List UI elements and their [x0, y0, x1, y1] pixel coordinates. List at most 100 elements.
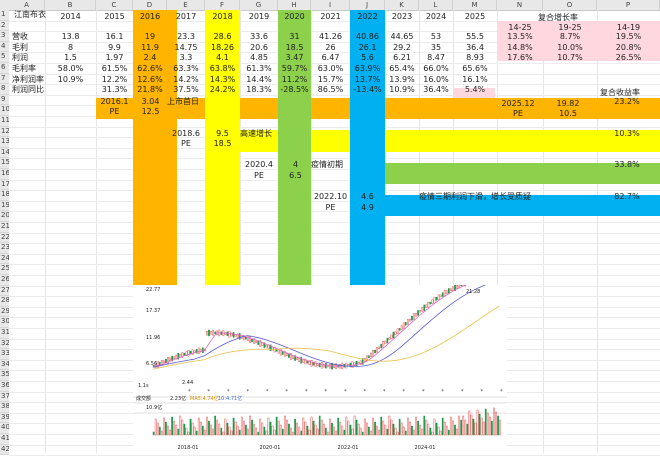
row-header-32[interactable]: 32	[0, 338, 9, 350]
row-header-24[interactable]: 24	[0, 253, 9, 265]
row-header-1[interactable]: 1	[0, 10, 9, 21]
blue-2022-column	[350, 10, 385, 286]
row-header-38[interactable]: 38	[0, 402, 9, 413]
column-header-E[interactable]: E	[167, 0, 205, 10]
row-header-42[interactable]: 42	[0, 444, 9, 456]
metric-value: 55.5	[466, 32, 484, 42]
metric-value: 58.0%	[57, 64, 84, 73]
metric-value: 12.6%	[137, 74, 163, 84]
row-header-18[interactable]: 18	[0, 190, 9, 201]
column-header-H[interactable]: H	[278, 0, 311, 10]
grid-row-line	[9, 20, 660, 22]
volume-bar	[353, 415, 356, 436]
row-header-6[interactable]: 6	[0, 63, 9, 74]
column-header-K[interactable]: K	[385, 0, 419, 10]
volume-bar	[152, 431, 155, 436]
event-date: 2018.6	[172, 128, 200, 138]
metric-value: 5.6	[361, 53, 374, 63]
volume-bar	[365, 422, 368, 436]
volume-bar	[165, 421, 167, 436]
row-header-8[interactable]: 8	[0, 84, 9, 95]
volume-label: 成交额	[136, 396, 152, 402]
volume-bar	[163, 417, 165, 436]
volume-bar	[197, 417, 200, 436]
row-header-20[interactable]: 20	[0, 211, 9, 222]
chart-x-tick: 2018-01	[177, 445, 199, 451]
volume-bar	[454, 424, 456, 436]
metric-value: 14.75	[174, 42, 198, 52]
column-header-I[interactable]: I	[311, 0, 350, 10]
row-header-33[interactable]: 33	[0, 349, 9, 360]
metric-value: 11.9	[141, 42, 159, 52]
column-header-F[interactable]: F	[205, 0, 240, 10]
column-header-M[interactable]: M	[453, 0, 497, 10]
grid-col-line	[453, 10, 454, 453]
grid-col-line	[597, 10, 598, 453]
row-header-5[interactable]: 5	[0, 52, 9, 63]
row-header-39[interactable]: 39	[0, 412, 9, 424]
volume-bar	[339, 421, 342, 436]
column-header-B[interactable]: B	[45, 0, 96, 10]
row-header-14[interactable]: 14	[0, 147, 9, 159]
row-header-28[interactable]: 28	[0, 296, 9, 307]
row-header-23[interactable]: 23	[0, 243, 9, 254]
row-header-4[interactable]: 4	[0, 41, 9, 53]
row-header-29[interactable]: 29	[0, 306, 9, 318]
row-header-13[interactable]: 13	[0, 137, 9, 148]
row-header-15[interactable]: 15	[0, 158, 9, 169]
column-header-P[interactable]: P	[597, 0, 660, 10]
volume-bar	[448, 429, 450, 436]
row-header-10[interactable]: 10	[0, 105, 9, 116]
row-header-25[interactable]: 25	[0, 264, 9, 275]
volume-bar	[320, 419, 323, 436]
row-header-9[interactable]: 9	[0, 94, 9, 106]
row-header-19[interactable]: 19	[0, 200, 9, 212]
row-header-34[interactable]: 34	[0, 359, 9, 371]
volume-bar	[161, 430, 163, 436]
volume-bar	[382, 420, 385, 436]
volume-bar	[329, 418, 331, 436]
row-header-37[interactable]: 37	[0, 391, 9, 403]
candle	[238, 333, 241, 340]
row-header-7[interactable]: 7	[0, 73, 9, 85]
dividend-marker-icon: *	[403, 389, 406, 395]
column-header-O[interactable]: O	[543, 0, 597, 10]
dividend-marker-icon: *	[481, 389, 484, 395]
row-header-35[interactable]: 35	[0, 370, 9, 381]
dividend-marker-icon: *	[422, 389, 425, 395]
row-header-41[interactable]: 41	[0, 434, 9, 445]
metric-value: 21.8%	[137, 85, 163, 95]
row-header-31[interactable]: 31	[0, 328, 9, 339]
column-header-G[interactable]: G	[240, 0, 278, 10]
column-header-N[interactable]: N	[497, 0, 543, 10]
volume-bar	[482, 421, 485, 436]
row-header-36[interactable]: 36	[0, 381, 9, 392]
row-header-17[interactable]: 17	[0, 179, 9, 191]
row-header-30[interactable]: 30	[0, 317, 9, 328]
candle	[232, 332, 235, 338]
candle	[368, 355, 370, 358]
grid-col-line	[419, 10, 420, 453]
volume-bar	[193, 426, 196, 436]
row-header-22[interactable]: 22	[0, 232, 9, 244]
column-header-C[interactable]: C	[96, 0, 133, 10]
column-header-J[interactable]: J	[350, 0, 385, 10]
row-header-26[interactable]: 26	[0, 275, 9, 286]
column-header-D[interactable]: D	[133, 0, 167, 10]
row-header-16[interactable]: 16	[0, 169, 9, 180]
column-header-L[interactable]: L	[419, 0, 453, 10]
row-header-21[interactable]: 21	[0, 222, 9, 233]
volume-bar	[232, 417, 235, 436]
row-header-27[interactable]: 27	[0, 285, 9, 297]
volume-bar	[296, 422, 298, 436]
row-header-2[interactable]: 2	[0, 20, 9, 32]
row-header-11[interactable]: 11	[0, 116, 9, 127]
candle	[201, 347, 204, 353]
volume-bar	[417, 420, 419, 436]
row-header-3[interactable]: 3	[0, 31, 9, 42]
column-header-A[interactable]: A	[9, 0, 45, 10]
candle	[245, 337, 247, 340]
row-header-40[interactable]: 40	[0, 423, 9, 434]
row-header-12[interactable]: 12	[0, 126, 9, 138]
metric-value: 1.97	[105, 53, 124, 63]
